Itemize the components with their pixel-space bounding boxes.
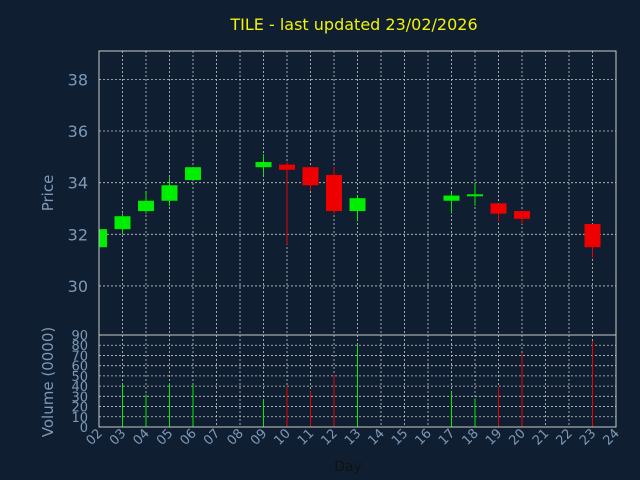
volume-tick-label: 80 <box>71 339 88 354</box>
x-tick-label: 19 <box>483 426 505 448</box>
x-tick-label: 17 <box>436 426 458 448</box>
x-tick-label: 23 <box>577 426 599 448</box>
price-ticks: 30 32 34 36 38 <box>68 70 88 296</box>
x-tick-label: 18 <box>460 426 482 448</box>
price-tick-label: 34 <box>68 174 88 193</box>
candle-body <box>255 162 272 168</box>
volume-tick-label: 10 <box>71 411 88 426</box>
candle-body <box>99 229 107 248</box>
candle-body <box>584 223 601 248</box>
x-tick-label: 14 <box>366 426 388 448</box>
volume-tick-label: 60 <box>71 360 88 375</box>
price-tick-label: 38 <box>68 70 88 89</box>
candle-body <box>349 198 366 212</box>
candle-body <box>514 211 530 219</box>
volume-bars <box>122 341 593 427</box>
x-tick-label: 12 <box>319 426 341 448</box>
x-tick-label: 05 <box>154 426 176 448</box>
price-tick-label: 32 <box>68 225 88 244</box>
volume-axis-label: Volume (0000) <box>39 327 57 437</box>
x-ticks: 02 03 04 05 06 07 08 09 10 11 12 13 14 15 16 17 18 19 20 21… <box>84 426 623 448</box>
x-tick-label: 22 <box>554 426 576 448</box>
x-tick-label: 08 <box>225 426 247 448</box>
x-tick-label: 13 <box>342 426 364 448</box>
x-axis-label: Day <box>334 459 362 475</box>
x-tick-label: 24 <box>601 426 623 448</box>
candle-body <box>443 195 460 201</box>
volume-tick-label: 20 <box>71 401 88 416</box>
candle-body <box>490 203 507 214</box>
x-tick-label: 09 <box>248 426 270 448</box>
candles <box>98 154 601 258</box>
candle-body <box>279 164 295 170</box>
candle-body <box>185 167 201 181</box>
chart-title: TILE - last updated 23/02/2026 <box>229 15 477 34</box>
x-tick-label: 20 <box>507 426 529 448</box>
volume-tick-label: 40 <box>71 380 88 395</box>
x-tick-label: 07 <box>201 426 223 448</box>
volume-tick-label: 50 <box>71 370 88 385</box>
candle-body <box>326 174 342 212</box>
x-tick-label: 10 <box>272 426 294 448</box>
candle-body <box>467 194 483 197</box>
volume-tick-label: 30 <box>71 390 88 405</box>
x-tick-label: 21 <box>530 426 552 448</box>
price-panel: 30 32 34 36 38 <box>68 50 617 336</box>
price-axis-label: Price <box>39 175 57 212</box>
x-tick-label: 15 <box>389 426 411 448</box>
candle-body <box>161 185 178 201</box>
candle-body <box>302 167 319 186</box>
x-tick-label: 11 <box>295 426 317 448</box>
price-tick-label: 30 <box>68 277 88 296</box>
candle-body <box>114 216 131 230</box>
x-tick-label: 03 <box>107 426 129 448</box>
x-tick-label: 16 <box>413 426 435 448</box>
volume-frame <box>98 334 617 428</box>
price-tick-label: 36 <box>68 122 88 141</box>
x-tick-label: 06 <box>178 426 200 448</box>
candle-body <box>138 200 154 212</box>
x-tick-label: 04 <box>131 426 153 448</box>
volume-tick-label: 90 <box>71 329 88 344</box>
volume-tick-label: 70 <box>71 349 88 364</box>
volume-tick-label: 0 <box>80 421 88 436</box>
